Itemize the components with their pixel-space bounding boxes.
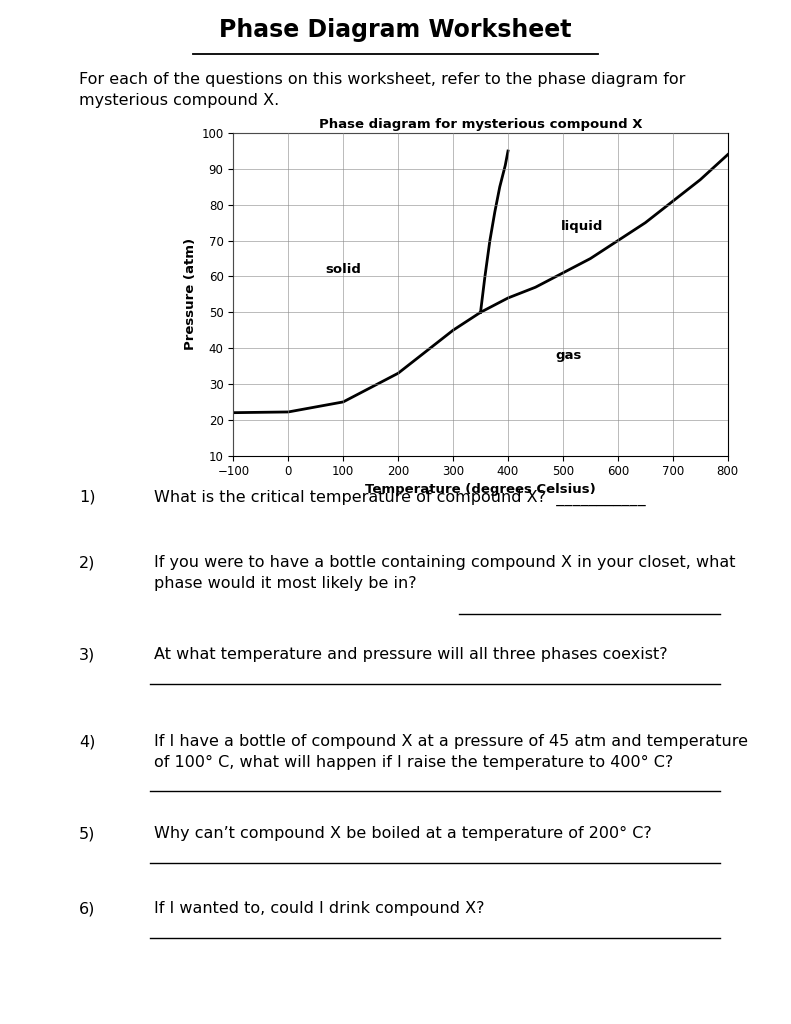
Text: 2): 2) <box>79 555 96 570</box>
Text: For each of the questions on this worksheet, refer to the phase diagram for
myst: For each of the questions on this worksh… <box>79 72 686 108</box>
Text: solid: solid <box>325 263 361 275</box>
Text: If I wanted to, could I drink compound X?: If I wanted to, could I drink compound X… <box>154 901 485 916</box>
Title: Phase diagram for mysterious compound X: Phase diagram for mysterious compound X <box>319 118 642 131</box>
Text: 6): 6) <box>79 901 96 916</box>
Text: At what temperature and pressure will all three phases coexist?: At what temperature and pressure will al… <box>154 647 668 663</box>
Text: 3): 3) <box>79 647 96 663</box>
X-axis label: Temperature (degrees Celsius): Temperature (degrees Celsius) <box>365 482 596 496</box>
Text: Why can’t compound X be boiled at a temperature of 200° C?: Why can’t compound X be boiled at a temp… <box>154 826 652 842</box>
Text: liquid: liquid <box>561 220 604 232</box>
Text: 4): 4) <box>79 734 96 750</box>
Text: If you were to have a bottle containing compound X in your closet, what
phase wo: If you were to have a bottle containing … <box>154 555 736 591</box>
Text: 5): 5) <box>79 826 96 842</box>
Text: If I have a bottle of compound X at a pressure of 45 atm and temperature
of 100°: If I have a bottle of compound X at a pr… <box>154 734 748 770</box>
Text: gas: gas <box>555 349 581 361</box>
Text: What is the critical temperature of compound X?  ___________: What is the critical temperature of comp… <box>154 489 646 506</box>
Text: 1): 1) <box>79 489 96 505</box>
Text: Phase Diagram Worksheet: Phase Diagram Worksheet <box>219 18 572 42</box>
Y-axis label: Pressure (atm): Pressure (atm) <box>184 239 197 350</box>
